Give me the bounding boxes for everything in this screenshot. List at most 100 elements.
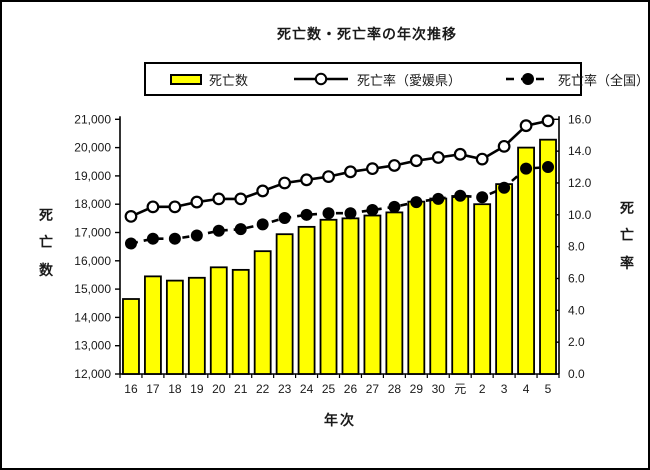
left-axis-tick-label: 16,000 [74,254,111,268]
open-circle-marker-20 [212,192,226,206]
filled-circle-dashed-line-swatch [506,73,551,85]
filled-circle-marker-16 [124,237,137,250]
x-category-label: 17 [146,382,160,396]
filled-circle-marker-19 [190,229,203,242]
x-category-label: 26 [344,382,358,396]
bar-18 [165,279,184,375]
legend: 死亡数 死亡率（愛媛県） 死亡率（全国） [144,62,648,96]
bar-16 [122,298,140,375]
open-circle-marker-29 [409,154,423,168]
right-axis-tick-label: 6.0 [568,271,585,285]
x-category-label: 3 [501,382,508,396]
left-axis-tick-label: 17,000 [74,226,111,240]
bar-4 [517,146,535,375]
right-axis-tick-label: 14.0 [568,144,592,158]
x-category-label: 5 [545,382,552,396]
filled-circle-marker-28 [388,200,401,213]
x-category-label: 16 [124,382,138,396]
bar-30 [429,197,448,375]
x-category-label: 2 [479,382,486,396]
filled-circle-marker-20 [212,224,225,237]
open-circle-marker-30 [431,151,445,164]
open-circle-marker-23 [278,176,292,190]
open-circle-marker-21 [234,192,248,206]
open-circle-marker-16 [124,210,138,223]
right-axis-tick-label: 8.0 [568,240,585,254]
legend-label-rate-national: 死亡率（全国） [558,72,650,88]
right-axis-tick-label: 4.0 [568,303,585,317]
filled-circle-marker-30 [432,192,445,205]
bar-25 [319,218,338,375]
bar-5 [539,138,557,375]
left-axis-tick-label: 18,000 [74,197,111,211]
left-axis-tick-label: 13,000 [74,339,111,353]
legend-label-rate-ehime: 死亡率（愛媛県） [357,72,462,88]
filled-circle-marker-22 [256,218,269,231]
filled-circle-marker-29 [410,196,423,209]
left-axis-tick-label: 15,000 [74,282,111,296]
open-circle-line-swatch [294,72,349,86]
open-circle-marker-24 [300,173,313,187]
bar-20 [209,266,228,375]
open-circle-marker-25 [322,170,335,184]
right-axis-title: 死亡率 [620,200,634,271]
filled-circle-marker-26 [344,207,357,220]
x-category-label: 4 [523,382,530,396]
filled-circle-marker-18 [168,232,181,245]
filled-circle-marker-24 [300,208,313,221]
x-category-label: 29 [410,382,424,396]
open-circle-marker-28 [387,159,401,172]
bar-21 [231,268,250,375]
filled-circle-marker-4 [520,162,533,175]
left-axis-title: 死亡数 [39,207,53,278]
open-circle-marker-5 [541,114,555,128]
x-category-label: 24 [300,382,314,396]
legend-item-rate-ehime: 死亡率（愛媛県） [292,70,461,89]
filled-circle-marker-17 [146,232,159,245]
right-axis-tick-label: 12.0 [568,176,592,190]
x-category-label: 27 [366,382,380,396]
filled-circle-marker-21 [234,223,247,236]
right-axis-tick-label: 0.0 [568,367,585,381]
open-circle-marker-22 [256,184,270,198]
x-category-label: 28 [388,382,402,396]
bar-19 [187,276,206,375]
open-circle-marker-元 [453,147,467,161]
open-circle-marker-4 [519,119,533,133]
right-axis-tick-label: 16.0 [568,112,592,126]
filled-circle-marker-25 [322,207,335,220]
left-axis-tick-label: 14,000 [74,310,111,324]
bar-swatch [170,73,202,85]
x-category-label: 19 [190,382,204,396]
bar-元 [451,195,470,375]
x-category-label: 25 [322,382,336,396]
x-category-label: 22 [256,382,270,396]
left-axis-tick-label: 12,000 [74,367,111,381]
bar-23 [275,233,294,375]
bar-26 [341,217,360,375]
right-axis-tick-label: 2.0 [568,335,585,349]
x-category-label: 23 [278,382,292,396]
legend-item-deaths: 死亡数 [170,70,248,89]
bar-27 [363,214,382,375]
left-axis-tick-label: 20,000 [74,141,111,155]
bar-28 [385,211,404,375]
open-circle-marker-3 [497,139,511,153]
filled-circle-marker-2 [476,191,489,204]
bar-22 [253,250,272,375]
legend-label-deaths: 死亡数 [209,72,249,88]
left-axis-tick-label: 21,000 [74,112,111,126]
open-circle-marker-27 [366,162,379,176]
filled-circle-marker-27 [366,204,379,217]
open-circle-marker-26 [344,165,357,179]
bar-3 [495,183,514,375]
open-circle-marker-19 [190,195,204,209]
bar-24 [297,225,316,375]
bar-29 [407,200,426,375]
bar-17 [144,275,162,375]
x-category-label: 21 [234,382,248,396]
x-category-label: 元 [454,382,466,396]
bar-2 [473,203,492,375]
